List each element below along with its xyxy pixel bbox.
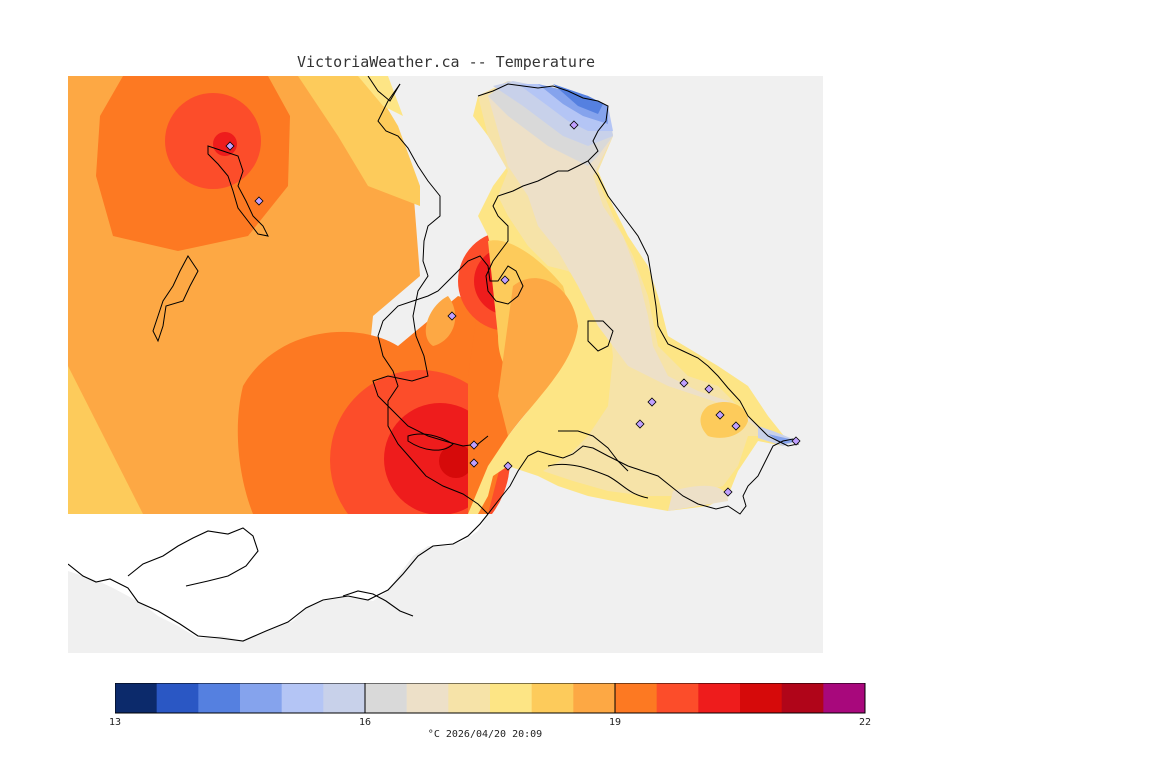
scale-swatch	[573, 683, 616, 713]
scale-swatch	[156, 683, 199, 713]
coastlines	[152, 76, 800, 515]
station-diamond-icon[interactable]	[723, 487, 733, 497]
color-scale-bar	[115, 683, 866, 714]
scale-swatch	[823, 683, 866, 713]
station-diamond-icon[interactable]	[704, 384, 714, 394]
station-diamond-icon[interactable]	[225, 141, 235, 151]
station-diamond-icon[interactable]	[469, 440, 479, 450]
station-diamond-icon[interactable]	[569, 120, 579, 130]
station-diamond-icon[interactable]	[731, 421, 741, 431]
temperature-field-east	[468, 81, 798, 514]
map-title: VictoriaWeather.ca -- Temperature	[296, 53, 595, 71]
units-timestamp: °C 2026/04/20 20:09	[427, 729, 543, 740]
station-diamond-icon[interactable]	[635, 419, 645, 429]
scale-swatch	[781, 683, 824, 713]
scale-swatch	[115, 683, 158, 713]
station-diamond-icon[interactable]	[715, 410, 725, 420]
scale-swatch	[323, 683, 366, 713]
station-diamond-icon[interactable]	[500, 275, 510, 285]
scale-swatch	[281, 683, 324, 713]
station-diamond-icon[interactable]	[469, 458, 479, 468]
station-diamond-icon[interactable]	[254, 196, 264, 206]
scale-swatch	[490, 683, 533, 713]
land-south	[68, 514, 488, 641]
scale-swatch	[365, 683, 408, 713]
station-diamond-icon[interactable]	[679, 378, 689, 388]
scale-swatch	[698, 683, 741, 713]
land-south-coastline-3	[342, 590, 414, 617]
scale-tick-label: 22	[858, 717, 872, 728]
station-diamond-icon[interactable]	[503, 461, 513, 471]
station-diamond-icon[interactable]	[647, 397, 657, 407]
station-markers[interactable]	[225, 120, 801, 497]
scale-swatch	[448, 683, 491, 713]
scale-tick-label: 19	[608, 717, 622, 728]
scale-swatch	[406, 683, 449, 713]
scale-swatch	[615, 683, 658, 713]
land-south-coastline	[68, 513, 489, 642]
scale-tick-label: 16	[358, 717, 372, 728]
land-south-coastline-2	[127, 527, 259, 587]
scale-swatch	[531, 683, 574, 713]
scale-swatch	[240, 683, 283, 713]
scale-swatch	[198, 683, 241, 713]
station-diamond-icon[interactable]	[447, 311, 457, 321]
station-diamond-icon[interactable]	[791, 436, 801, 446]
scale-tick-label: 13	[108, 717, 122, 728]
scale-swatch	[740, 683, 783, 713]
scale-swatch	[656, 683, 699, 713]
temperature-map[interactable]	[68, 76, 823, 653]
